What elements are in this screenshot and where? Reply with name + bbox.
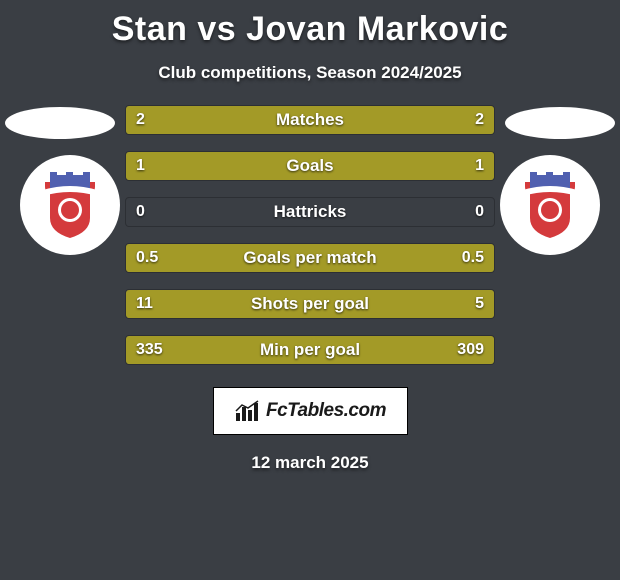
stats-bars: 22Matches11Goals00Hattricks0.50.5Goals p… [125, 105, 495, 365]
stat-value-left: 11 [136, 295, 153, 313]
stat-bar-fill-right [310, 152, 494, 180]
stat-label: Matches [276, 110, 344, 130]
stat-value-right: 5 [475, 295, 484, 313]
stat-value-left: 1 [136, 157, 145, 175]
stat-value-left: 0.5 [136, 249, 158, 267]
stat-value-right: 1 [475, 157, 484, 175]
stat-label: Min per goal [260, 340, 360, 360]
stat-value-left: 2 [136, 111, 145, 129]
stat-bar-row: 0 0 Hattricks [125, 197, 495, 227]
club-crest-icon [40, 172, 100, 238]
stat-value-left: 0 [136, 203, 145, 221]
stat-label: Goals per match [243, 248, 376, 268]
page-subtitle: Club competitions, Season 2024/2025 [0, 63, 620, 83]
snapshot-date: 12 march 2025 [0, 453, 620, 473]
stat-value-right: 2 [475, 111, 484, 129]
stat-value-right: 0 [475, 203, 484, 221]
player-left-ellipse [5, 107, 115, 139]
team-logo-right [500, 155, 600, 255]
brand-text: FcTables.com [266, 400, 386, 422]
stat-bar-row: 11 5 Shots per goal [125, 289, 495, 319]
stat-bar-row: 0.5 0.5 Goals per match [125, 243, 495, 273]
stat-bar-row: 335 309 Min per goal [125, 335, 495, 365]
stat-value-right: 0.5 [462, 249, 484, 267]
comparison-content: 22Matches11Goals00Hattricks0.50.5Goals p… [0, 105, 620, 473]
bar-chart-icon [234, 399, 262, 423]
brand-box: FcTables.com [213, 387, 408, 435]
stat-bar-fill-left [126, 152, 310, 180]
stat-label: Hattricks [274, 202, 347, 222]
player-right-ellipse [505, 107, 615, 139]
stat-label: Goals [286, 156, 333, 176]
page-title: Stan vs Jovan Markovic [0, 0, 620, 49]
stat-bar-row: 1 1 Goals [125, 151, 495, 181]
stat-value-left: 335 [136, 341, 163, 359]
club-crest-icon [520, 172, 580, 238]
stat-value-right: 309 [457, 341, 484, 359]
team-logo-left [20, 155, 120, 255]
stat-label: Shots per goal [251, 294, 369, 314]
stat-bar-row: 2 2 Matches [125, 105, 495, 135]
